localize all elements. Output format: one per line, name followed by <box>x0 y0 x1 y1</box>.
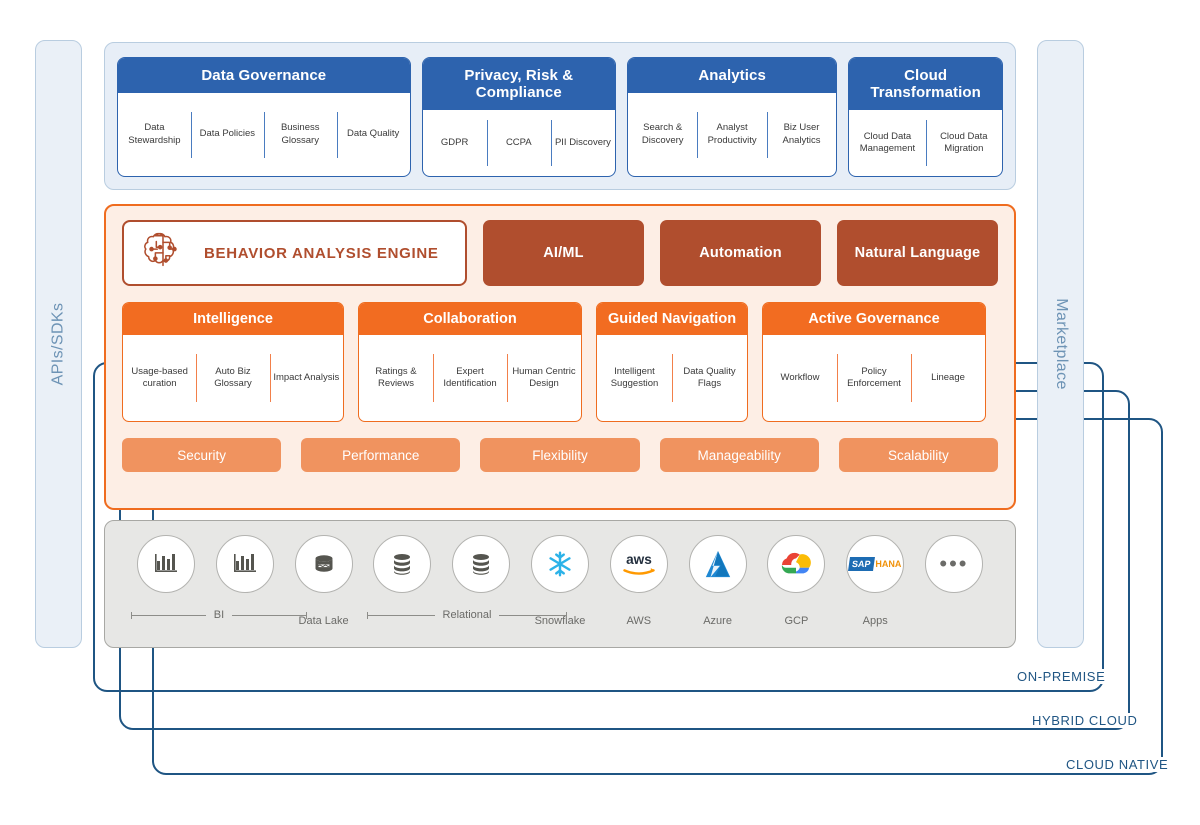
capability-item: Expert Identification <box>433 366 507 391</box>
card-title: Cloud Transformation <box>849 58 1002 110</box>
card-item: PII Discovery <box>551 137 615 149</box>
card-item: Analyst Productivity <box>697 122 766 147</box>
card-title: Privacy, Risk & Compliance <box>422 58 615 110</box>
capability-card-active-governance[interactable]: Active Governance Workflow Policy Enforc… <box>762 302 986 422</box>
use-case-band: Data Governance Data Stewardship Data Po… <box>104 42 1016 190</box>
source-relational-2[interactable] <box>442 535 520 627</box>
marketplace-label: Marketplace <box>1052 298 1070 390</box>
database-stack-icon <box>373 535 432 593</box>
use-case-card-analytics[interactable]: Analytics Search & Discovery Analyst Pro… <box>626 57 838 177</box>
engine-pill-ai-ml[interactable]: AI/ML <box>483 220 644 286</box>
capability-title: Intelligence <box>123 303 343 335</box>
source-label: Apps <box>862 615 888 627</box>
source-label: Data Lake <box>298 615 349 627</box>
group-label-text: BI <box>213 609 225 621</box>
source-bi-2[interactable] <box>206 535 284 627</box>
deployment-label-hybrid-cloud: HYBRID CLOUD <box>1028 713 1142 728</box>
capability-title: Active Governance <box>763 303 985 335</box>
capability-card-intelligence[interactable]: Intelligence Usage-based curation Auto B… <box>122 302 344 422</box>
capability-item: Ratings & Reviews <box>375 365 417 389</box>
brain-circuit-icon <box>138 230 188 277</box>
snowflake-logo-icon <box>530 535 589 593</box>
source-data-lake[interactable]: Data Lake <box>285 535 363 627</box>
span-bracket-icon <box>131 611 206 619</box>
attribute-pill-security[interactable]: Security <box>122 438 282 472</box>
source-group-bi: BI <box>131 609 307 621</box>
bar-chart-icon <box>215 535 274 593</box>
card-item: Search & Discovery <box>641 122 684 146</box>
database-stack-icon <box>452 535 511 593</box>
capability-item: Lineage <box>911 372 985 384</box>
source-bi-1[interactable] <box>127 535 205 627</box>
platform-band: BEHAVIOR ANALYSIS ENGINE AI/ML Automatio… <box>104 204 1016 510</box>
use-case-card-privacy-risk-compliance[interactable]: Privacy, Risk & Compliance GDPR CCPA PII… <box>421 57 616 177</box>
gcp-logo-icon <box>767 535 826 593</box>
capability-item: Intelligent Suggestion <box>610 365 659 389</box>
svg-text:aws: aws <box>626 552 652 567</box>
bar-chart-icon <box>137 535 195 593</box>
source-label: AWS <box>626 615 652 627</box>
source-aws[interactable]: aws AWS <box>600 535 678 627</box>
marketplace-panel[interactable]: Marketplace <box>1037 40 1084 648</box>
card-title: Data Governance <box>118 58 410 93</box>
source-label: Snowflake <box>534 615 586 627</box>
apis-sdks-label: APIs/SDKs <box>49 302 67 386</box>
behavior-analysis-engine[interactable]: BEHAVIOR ANALYSIS ENGINE <box>122 220 467 286</box>
capability-card-guided-navigation[interactable]: Guided Navigation Intelligent Suggestion… <box>596 302 748 422</box>
source-gcp[interactable]: GCP <box>757 535 835 627</box>
capability-card-collaboration[interactable]: Collaboration Ratings & Reviews Expert I… <box>358 302 582 422</box>
source-label: GCP <box>784 615 809 627</box>
deployment-label-cloud-native: CLOUD NATIVE <box>1062 757 1173 772</box>
azure-logo-icon <box>688 535 747 593</box>
engine-pill-natural-language[interactable]: Natural Language <box>837 220 998 286</box>
card-item: Business Glossary <box>264 122 337 147</box>
capability-item: Human Centric Design <box>507 366 581 391</box>
aws-logo-icon: aws <box>609 535 668 593</box>
use-case-card-cloud-transformation[interactable]: Cloud Transformation Cloud Data Manageme… <box>848 57 1003 177</box>
card-item: Cloud Data Migration <box>926 131 1002 156</box>
attribute-pill-flexibility[interactable]: Flexibility <box>480 438 640 472</box>
sap-hana-logo-icon: SAP HANA <box>846 535 905 593</box>
attribute-pill-manageability[interactable]: Manageability <box>659 438 819 472</box>
source-relational-1[interactable] <box>363 535 441 627</box>
attribute-pill-scalability[interactable]: Scalability <box>838 438 999 472</box>
span-bracket-icon <box>232 611 307 619</box>
engine-pill-automation[interactable]: Automation <box>660 220 821 286</box>
capability-item: Data Quality Flags <box>672 366 747 391</box>
source-label: Azure <box>703 615 732 627</box>
capability-title: Collaboration <box>359 303 581 335</box>
use-case-card-data-governance[interactable]: Data Governance Data Stewardship Data Po… <box>117 57 411 177</box>
span-bracket-icon <box>499 611 568 619</box>
card-item: Data Policies <box>191 128 264 140</box>
data-lake-icon <box>294 535 353 593</box>
card-item: Cloud Data Management <box>859 130 916 154</box>
apis-sdks-panel[interactable]: APIs/SDKs <box>35 40 82 648</box>
card-item: Data Quality <box>337 128 410 140</box>
capability-item: Usage-based curation <box>131 365 188 389</box>
capability-item: Impact Analysis <box>270 372 343 384</box>
capability-item: Auto Biz Glossary <box>196 366 269 391</box>
capability-item: Workflow <box>780 371 820 383</box>
data-sources-band: Data Lake <box>104 520 1016 648</box>
card-title: Analytics <box>627 58 837 93</box>
card-item: Biz User Analytics <box>767 122 836 147</box>
source-apps[interactable]: SAP HANA Apps <box>836 535 914 627</box>
deployment-label-on-premise: ON-PREMISE <box>1013 669 1110 684</box>
source-group-relational: Relational <box>367 609 568 621</box>
engine-title: BEHAVIOR ANALYSIS ENGINE <box>204 244 439 262</box>
capability-item: Policy Enforcement <box>837 366 911 391</box>
ellipsis-icon: ••• <box>924 535 983 593</box>
card-item: Data Stewardship <box>128 122 181 146</box>
capability-title: Guided Navigation <box>597 303 747 335</box>
source-snowflake[interactable]: Snowflake <box>521 535 599 627</box>
span-bracket-icon <box>367 611 435 619</box>
attribute-pill-performance[interactable]: Performance <box>301 438 461 472</box>
card-item: GDPR <box>440 136 469 148</box>
group-label-text: Relational <box>442 609 492 621</box>
card-item: CCPA <box>487 137 551 149</box>
source-more[interactable]: ••• <box>915 535 993 627</box>
source-azure[interactable]: Azure <box>679 535 757 627</box>
